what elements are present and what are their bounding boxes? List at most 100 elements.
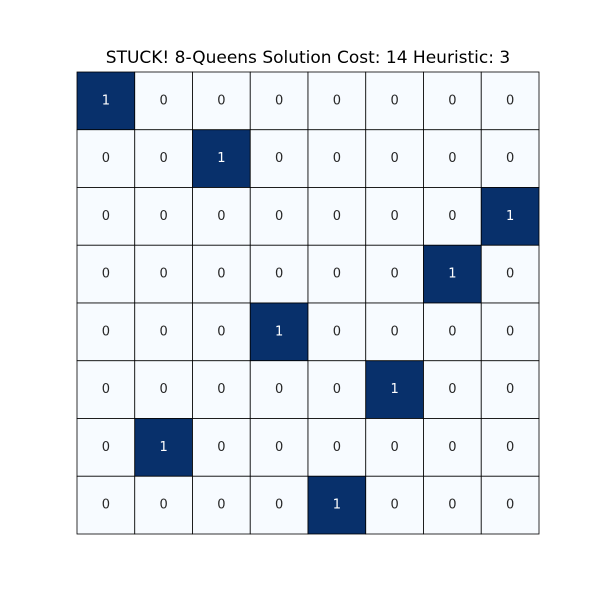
cell-value-label: 0 (333, 267, 341, 282)
cell-value-label: 0 (102, 498, 110, 513)
cell-value-label: 0 (102, 267, 110, 282)
queen-cell (365, 360, 424, 419)
empty-cell (192, 418, 251, 477)
empty-cell (423, 71, 482, 131)
cell-value-label: 0 (159, 151, 167, 166)
empty-cell (480, 71, 540, 131)
cell-value-label: 0 (506, 93, 514, 108)
empty-cell (423, 418, 482, 477)
empty-cell (480, 418, 540, 477)
empty-cell (480, 244, 540, 304)
empty-cell (134, 475, 193, 535)
cell-value-label: 0 (390, 209, 398, 224)
cell-value-label: 0 (102, 440, 110, 455)
empty-cell (76, 360, 136, 419)
empty-cell (192, 244, 251, 304)
cell-value-label: 0 (506, 151, 514, 166)
cell-value-label: 0 (506, 498, 514, 513)
empty-cell (365, 71, 424, 131)
cell-value-label: 0 (217, 498, 225, 513)
cell-value-label: 0 (390, 440, 398, 455)
cell-value-label: 0 (275, 498, 283, 513)
empty-cell (249, 360, 309, 419)
cell-value-label: 0 (448, 209, 456, 224)
cell-value-label: 0 (102, 382, 110, 397)
cell-value-label: 0 (390, 324, 398, 339)
cell-value-label: 0 (506, 324, 514, 339)
queen-cell (192, 129, 251, 188)
empty-cell (76, 244, 136, 304)
cell-value-label: 1 (390, 382, 398, 397)
empty-cell (307, 244, 367, 304)
empty-cell (423, 129, 482, 188)
cell-value-label: 0 (102, 209, 110, 224)
cell-value-label: 0 (333, 93, 341, 108)
chart-title: STUCK! 8-Queens Solution Cost: 14 Heuris… (105, 48, 511, 68)
empty-cell (480, 129, 540, 188)
cell-value-label: 0 (159, 209, 167, 224)
empty-cell (423, 475, 482, 535)
cell-value-label: 0 (390, 267, 398, 282)
empty-cell (192, 475, 251, 535)
empty-cell (249, 129, 309, 188)
cell-value-label: 0 (275, 151, 283, 166)
cell-value-label: 0 (333, 382, 341, 397)
empty-cell (423, 302, 482, 362)
empty-cell (192, 187, 251, 246)
empty-cell (365, 302, 424, 362)
cell-value-label: 0 (275, 209, 283, 224)
cell-value-label: 0 (159, 324, 167, 339)
cell-value-label: 0 (217, 209, 225, 224)
cell-value-label: 1 (159, 440, 167, 455)
empty-cell (307, 302, 367, 362)
cell-value-label: 0 (217, 382, 225, 397)
cell-value-label: 1 (333, 498, 341, 513)
queen-cell (423, 244, 482, 304)
cell-value-label: 0 (217, 93, 225, 108)
cell-value-label: 0 (448, 324, 456, 339)
cell-value-label: 0 (159, 267, 167, 282)
cell-value-label: 0 (506, 267, 514, 282)
cell-value-label: 0 (217, 440, 225, 455)
empty-cell (307, 418, 367, 477)
cell-value-label: 0 (275, 382, 283, 397)
cell-value-label: 0 (333, 324, 341, 339)
cell-value-label: 0 (275, 93, 283, 108)
cell-value-label: 0 (390, 93, 398, 108)
empty-cell (307, 129, 367, 188)
empty-cell (480, 302, 540, 362)
cell-value-label: 0 (217, 324, 225, 339)
cell-value-label: 0 (159, 498, 167, 513)
cell-value-label: 1 (217, 151, 225, 166)
cell-value-label: 0 (275, 267, 283, 282)
cell-value-label: 0 (102, 151, 110, 166)
cell-value-label: 0 (506, 440, 514, 455)
cell-value-label: 0 (390, 498, 398, 513)
empty-cell (76, 302, 136, 362)
empty-cell (134, 360, 193, 419)
empty-cell (192, 360, 251, 419)
cell-value-label: 1 (448, 267, 456, 282)
cell-value-label: 0 (333, 209, 341, 224)
empty-cell (365, 475, 424, 535)
cell-value-label: 1 (275, 324, 283, 339)
cell-value-label: 0 (275, 440, 283, 455)
empty-cell (134, 302, 193, 362)
queen-cell (134, 418, 193, 477)
empty-cell (365, 418, 424, 477)
cell-value-label: 0 (159, 382, 167, 397)
cell-value-label: 0 (506, 382, 514, 397)
empty-cell (365, 129, 424, 188)
empty-cell (134, 187, 193, 246)
cell-value-label: 0 (448, 440, 456, 455)
cell-value-label: 0 (448, 382, 456, 397)
queen-cell (307, 475, 367, 535)
cell-value-label: 0 (217, 267, 225, 282)
cell-value-label: 0 (448, 498, 456, 513)
cell-value-label: 0 (448, 151, 456, 166)
empty-cell (480, 475, 540, 535)
empty-cell (76, 129, 136, 188)
queen-cell (249, 302, 309, 362)
cell-value-label: 0 (102, 324, 110, 339)
cell-value-label: 1 (102, 93, 110, 108)
